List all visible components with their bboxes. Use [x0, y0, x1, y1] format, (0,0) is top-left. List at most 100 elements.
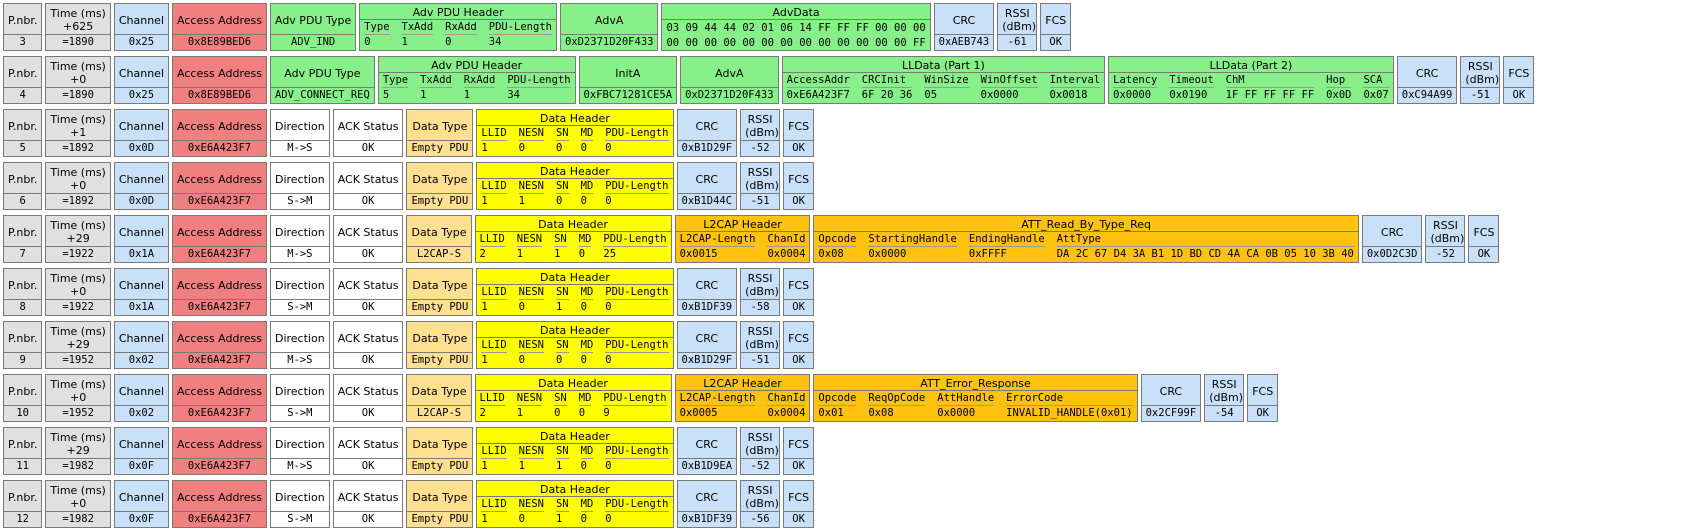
field-label: Time (ms) +0 [46, 481, 109, 511]
time-delta: +1 [70, 126, 87, 139]
field-value: =1892 [46, 193, 110, 209]
field-title: Data Header [540, 430, 610, 443]
field-value: OK [784, 140, 814, 156]
time-delta: +29 [66, 232, 90, 245]
field-label: P.nbr. [4, 481, 41, 511]
label-text: Access Address [177, 13, 262, 27]
field-value: =1922 [46, 246, 110, 262]
packet-row: P.nbr. 12 Time (ms) +0 =1982 Channel 0x0F Acces… [3, 480, 815, 528]
field-value: 0xE6A423F7 [173, 299, 266, 315]
column-value: 0 [578, 248, 586, 260]
column-header: AttHandle [937, 392, 995, 406]
field-value: OK [1248, 405, 1278, 421]
label-text: ACK Status [337, 119, 399, 133]
column-value: 1 [516, 407, 524, 419]
field: Access Address 0x8E89BED6 [172, 56, 267, 104]
field-label: Direction [271, 163, 329, 193]
field-label: CRC [678, 110, 737, 140]
field-label: FCS [784, 110, 813, 140]
field: AdvA 0xD2371D20F433 [680, 56, 779, 104]
field-label: RSSI (dBm) [1426, 216, 1464, 246]
field-value: 0x1A [114, 299, 169, 315]
column-header: MD [578, 392, 592, 406]
column-header: MD [580, 445, 594, 459]
field: Channel 0x25 [113, 3, 170, 51]
field-value: 0x8E89BED6 [173, 34, 266, 50]
field-label: Channel [115, 428, 168, 458]
field: Time (ms) +0 =1982 [45, 480, 111, 528]
field-value: 0xB1D44C [677, 193, 737, 209]
label-text: RSSI (dBm) [1002, 7, 1037, 33]
column-value: 0 [518, 301, 525, 313]
column-value: 0x0004 [767, 248, 806, 260]
label-text: CRC [1159, 384, 1183, 398]
field: ACK Status OK [332, 374, 404, 422]
label-text: Time (ms) [50, 431, 106, 444]
field: Direction S->M [269, 374, 330, 422]
field: CRC 0x2CF99F [1140, 374, 1202, 422]
field-value: OK [333, 458, 403, 474]
label-text: FCS [788, 331, 810, 345]
label-text: ACK Status [337, 172, 399, 186]
field-label: Channel [115, 269, 168, 299]
field-title: Adv PDU Header [412, 6, 504, 19]
field: Time (ms) +29 =1952 [45, 321, 111, 369]
field-label: Time (ms) +0 [46, 57, 109, 87]
field: Access Address 0xE6A423F7 [172, 427, 267, 475]
label-text: InitA [615, 66, 641, 80]
field-label: RSSI (dBm) [741, 428, 779, 458]
field: Direction M->S [269, 321, 330, 369]
column-header: CRCInit [861, 73, 913, 88]
column-header: MD [580, 127, 594, 141]
packet-row: P.nbr. 5 Time (ms) +1 =1892 Channel 0x0D Access… [3, 109, 815, 157]
field-value: Empty PDU [407, 299, 473, 315]
field-label: CRC [1142, 375, 1201, 405]
field-label: Data Type [407, 216, 470, 246]
field: Time (ms) +0 =1922 [45, 268, 111, 316]
column-value: 9 [603, 407, 610, 419]
column-value: 1 [555, 460, 563, 472]
field-table: LLID NESN SN MD PDU-Length 1 0 1 0 0 [477, 496, 673, 526]
field: Access Address 0xE6A423F7 [172, 480, 267, 528]
field-label: RSSI (dBm) [741, 322, 779, 352]
label-text: P.nbr. [8, 172, 38, 186]
field-value: S->M [270, 299, 329, 315]
field: RSSI (dBm) -56 [740, 480, 781, 528]
field-value: 10 [4, 405, 42, 421]
field: RSSI (dBm) -52 [1425, 215, 1466, 263]
field-table: LLID NESN SN MD PDU-Length 2 1 1 0 25 [475, 231, 671, 261]
field-label: Access Address [173, 216, 266, 246]
field-value: OK [333, 140, 403, 156]
field-label: Data Type [407, 163, 472, 193]
field: ATT_Error_Response Opcode ReqOpCode AttHand… [813, 374, 1138, 422]
field: FCS OK [783, 321, 815, 369]
field-label: P.nbr. [4, 4, 41, 34]
column-header: ReqOpCode [868, 392, 926, 406]
column-header: LLID [481, 445, 507, 459]
field: CRC 0xB1DF39 [676, 268, 738, 316]
label-text: RSSI (dBm) [1465, 60, 1500, 86]
field: Adv PDU Header Type TxAdd RxAdd PDU-Length 0 1… [359, 3, 557, 51]
packet-row: P.nbr. 8 Time (ms) +0 =1922 Channel 0x1A Access… [3, 268, 815, 316]
field-label: P.nbr. [4, 57, 41, 87]
field: RSSI (dBm) -52 [740, 427, 781, 475]
column-value: DA 2C 67 D4 3A B1 1D BD CD 4A CA 0B 05 1… [1056, 248, 1354, 260]
field-value: L2CAP-S [407, 246, 471, 262]
field: ACK Status OK [332, 215, 404, 263]
label-text: Channel [118, 172, 165, 186]
field: Data Type Empty PDU [406, 480, 474, 528]
field-label: Access Address [173, 4, 266, 34]
field: FCS OK [783, 109, 815, 157]
field: P.nbr. 9 [3, 321, 43, 369]
field-value: Empty PDU [407, 193, 473, 209]
field-value: 0xE6A423F7 [173, 458, 266, 474]
field-value: L2CAP-S [407, 405, 471, 421]
field-label: InitA [580, 57, 677, 87]
column-value: 5 [382, 89, 390, 101]
column-header: PDU-Length [605, 180, 669, 194]
field: RSSI (dBm) -51 [1460, 56, 1501, 104]
column-header: NESN [516, 233, 543, 247]
field-value: -61 [998, 34, 1037, 50]
data-line: 00 00 00 00 00 00 00 00 00 00 00 00 00 F… [666, 37, 926, 49]
label-text: AdvA [715, 66, 744, 80]
